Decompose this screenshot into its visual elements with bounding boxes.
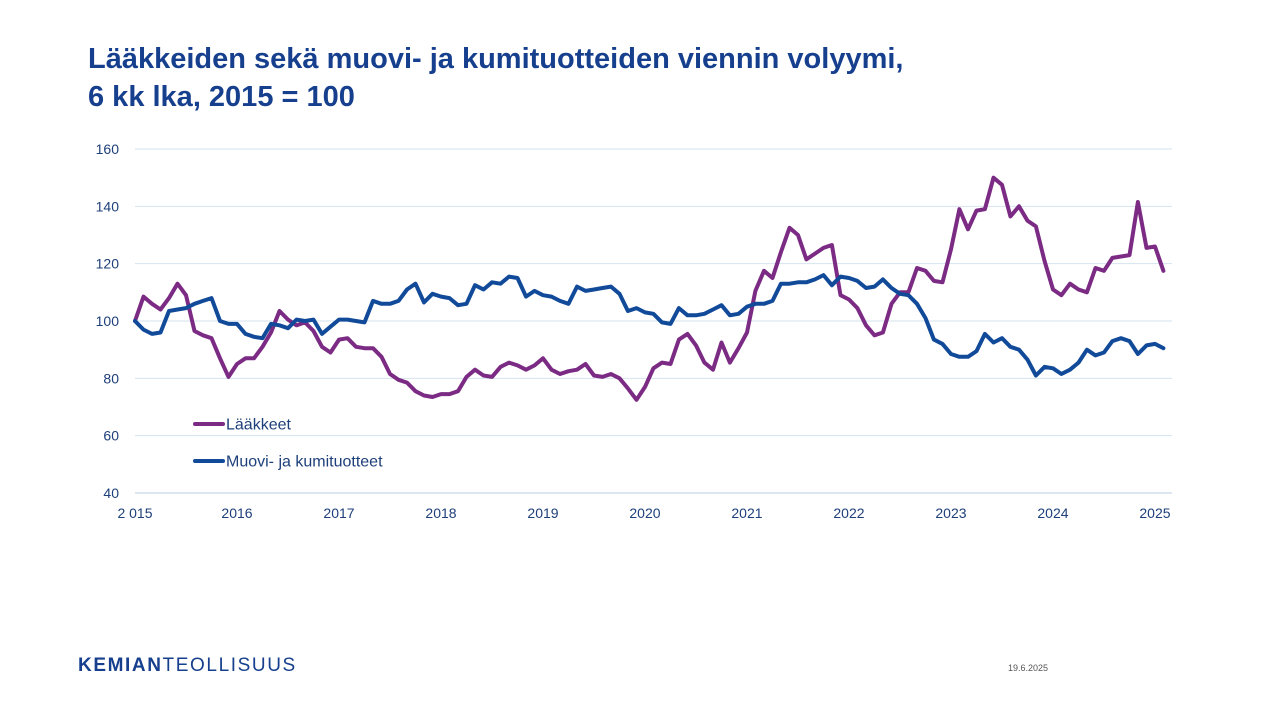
y-tick-label: 140: [96, 198, 120, 214]
y-tick-label: 100: [96, 313, 120, 329]
title-line-2: 6 kk lka, 2015 = 100: [88, 81, 355, 113]
y-tick-label: 40: [103, 485, 119, 501]
series-line-1: [133, 175, 1166, 402]
legend-label-1: Lääkkeet: [226, 417, 291, 434]
x-tick-label: 2 015: [117, 505, 152, 521]
y-tick-label: 160: [96, 141, 120, 157]
x-tick-label: 2023: [935, 505, 966, 521]
legend-label-2: Muovi- ja kumituotteet: [226, 454, 383, 471]
x-tick-label: 2025: [1139, 505, 1170, 521]
logo-text-regular: TEOLLISUUS: [162, 655, 297, 676]
series-line-2: [133, 273, 1166, 378]
y-tick-label: 60: [103, 428, 119, 444]
legend: Lääkkeet Muovi- ja kumituotteet: [193, 417, 383, 471]
x-tick-label: 2021: [731, 505, 762, 521]
x-tick-label: 2018: [425, 505, 456, 521]
slide-title: Lääkkeiden sekä muovi- ja kumituotteiden…: [88, 40, 1188, 116]
x-tick-label: 2022: [833, 505, 864, 521]
x-tick-label: 2016: [221, 505, 252, 521]
x-tick-label: 2017: [323, 505, 354, 521]
slide-date: 19.6.2025: [1008, 663, 1049, 673]
logo-text-bold: KEMIAN: [78, 655, 163, 676]
x-tick-label: 2024: [1037, 505, 1068, 521]
grid-lines: [135, 148, 1172, 494]
y-tick-label: 80: [103, 370, 119, 386]
x-tick-label: 2019: [527, 505, 558, 521]
series-lines: [133, 175, 1166, 402]
y-tick-label: 120: [96, 256, 120, 272]
y-axis: 40 60 80 100 120 140 160: [96, 141, 120, 501]
title-line-1: Lääkkeiden sekä muovi- ja kumituotteiden…: [88, 43, 904, 75]
x-tick-label: 2020: [629, 505, 660, 521]
x-axis: 2 015 2016 2017 2018 2019 2020 2021 2022 2023 202…: [117, 505, 1170, 521]
kemianteollisuus-logo: KEMIANTEOLLISUUS: [78, 655, 297, 677]
